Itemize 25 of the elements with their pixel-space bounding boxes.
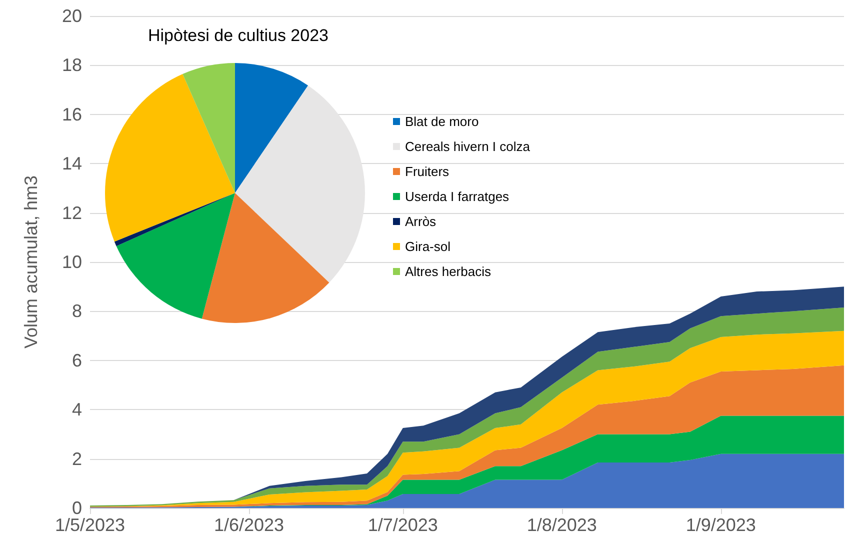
y-tick-label: 6: [72, 350, 82, 370]
y-tick-label: 18: [62, 55, 82, 76]
x-tick-label: 1/7/2023: [368, 515, 438, 535]
legend-label: Cereals hivern I colza: [405, 139, 531, 154]
y-tick-label: 20: [62, 6, 82, 26]
y-tick-label: 0: [72, 498, 82, 518]
legend-label: Gira-sol: [405, 239, 451, 254]
chart-title: Hipòtesi de cultius 2023: [148, 26, 329, 45]
y-tick-label: 4: [72, 400, 82, 420]
y-tick-label: 8: [72, 301, 82, 322]
x-tick-label: 1/9/2023: [686, 515, 756, 535]
y-tick-label: 14: [62, 154, 82, 174]
legend-label: Fruiters: [405, 164, 450, 179]
x-tick-label: 1/6/2023: [214, 515, 284, 535]
y-tick-label: 10: [62, 252, 82, 272]
y-tick-label: 2: [72, 448, 82, 469]
y-tick-label: 12: [62, 202, 82, 223]
y-tick-label: 16: [62, 104, 82, 124]
legend-label: Arròs: [405, 214, 437, 229]
x-tick-label: 1/5/2023: [54, 515, 126, 535]
legend-label: Blat de moro: [405, 114, 479, 129]
legend-label: Altres herbacis: [405, 264, 492, 279]
legend-label: Userda I farratges: [405, 189, 510, 204]
x-tick-label: 1/8/2023: [526, 515, 597, 535]
y-axis-title: Volum acumulat, hm3: [21, 175, 41, 349]
